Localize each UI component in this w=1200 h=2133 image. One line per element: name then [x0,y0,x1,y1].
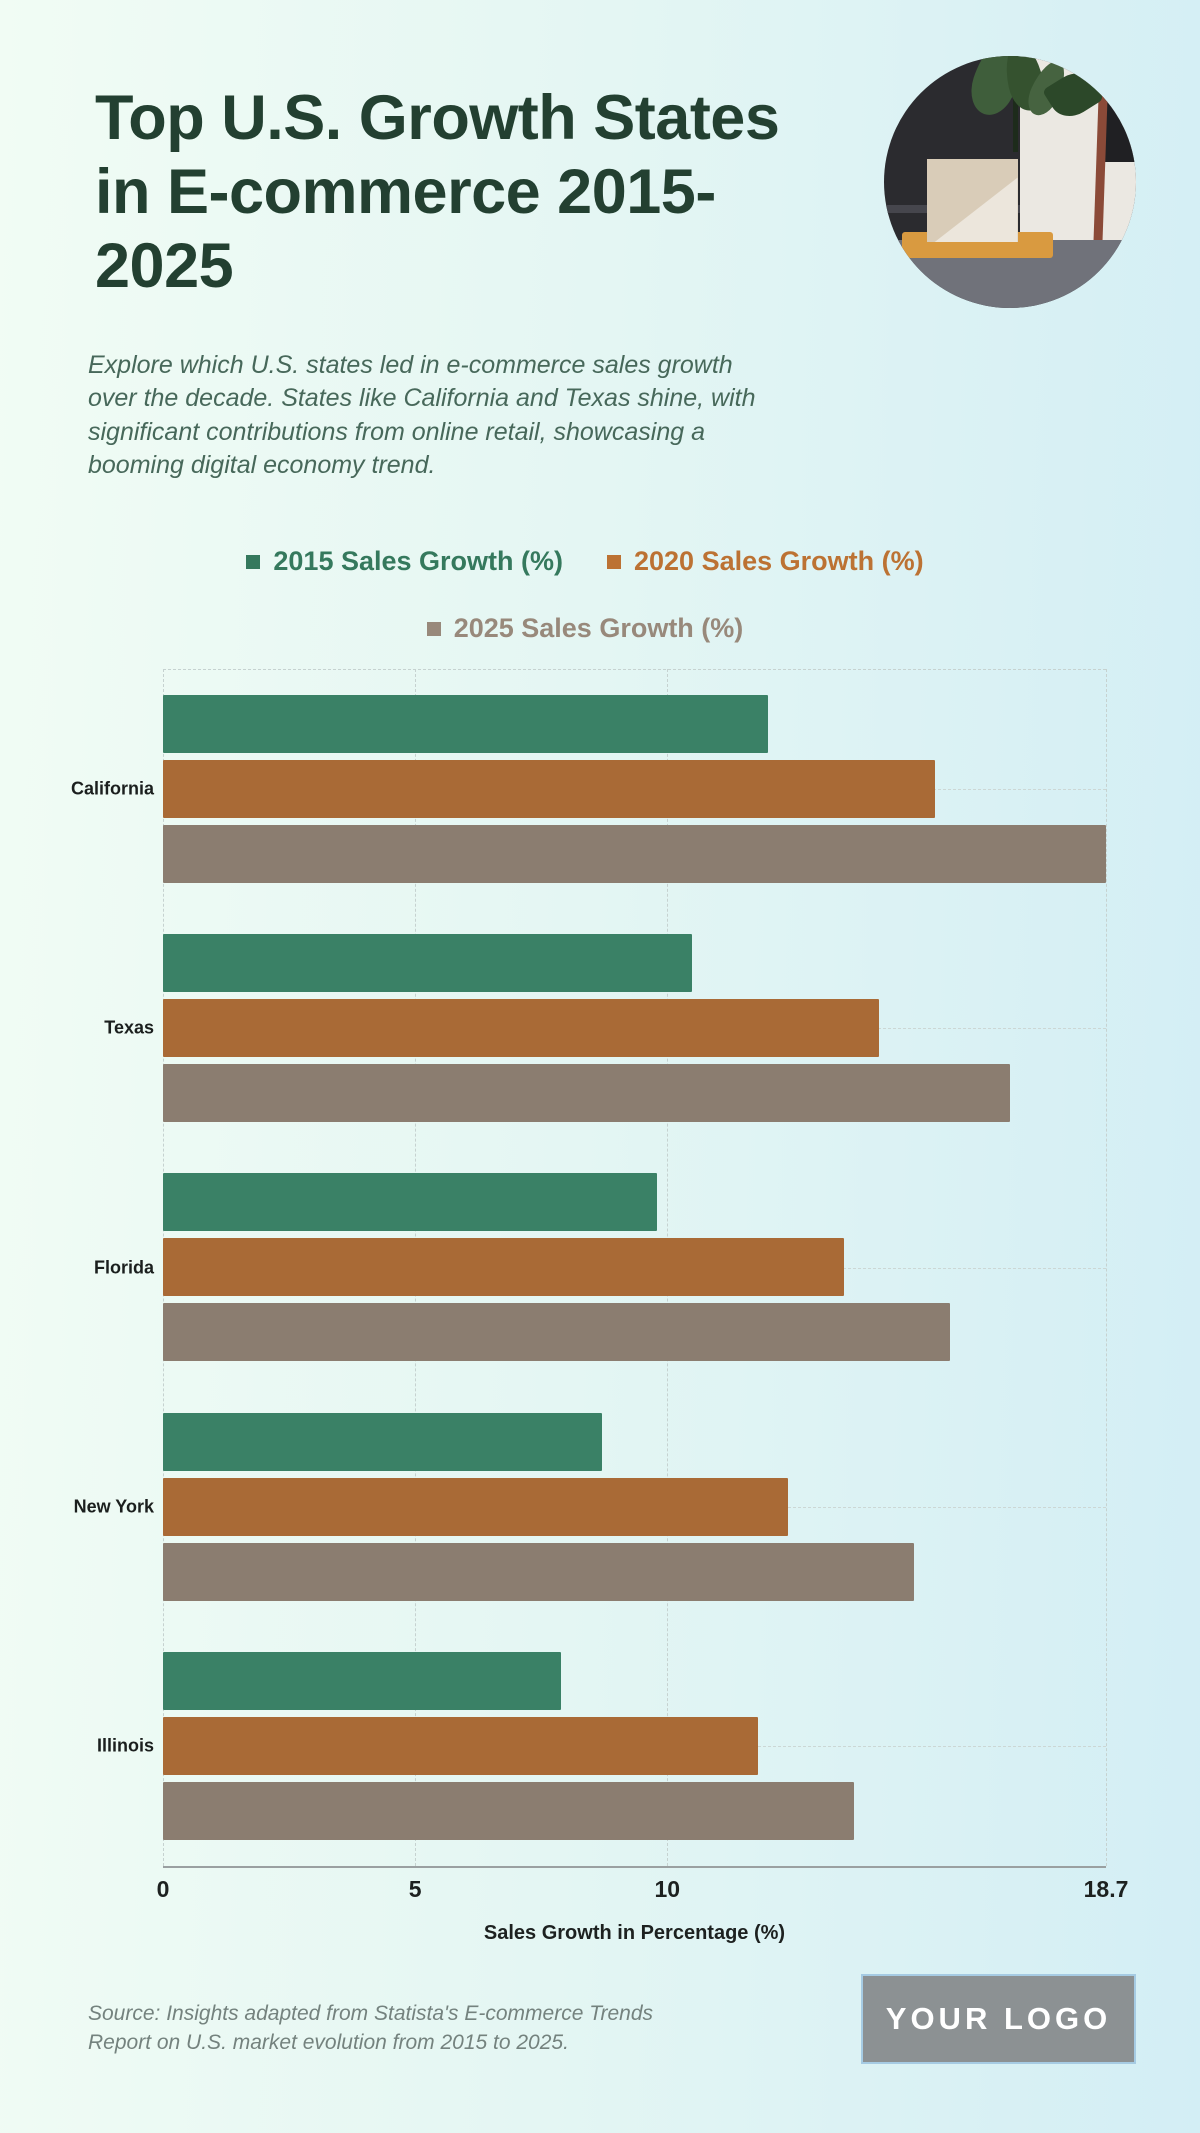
category-label-florida: Florida [93,1257,154,1277]
bar-california-2015 [163,694,769,753]
category-label-new-york: New York [73,1496,154,1517]
source-note-line: Source: Insights adapted from Statista's… [88,2002,654,2025]
page-title: Top U.S. Growth States in E-commerce 201… [95,82,915,303]
x-tick-5: 5 [408,1876,422,1902]
x-tick-0: 0 [156,1876,170,1902]
source-note: Source: Insights adapted from Statista's… [88,1999,688,2058]
category-label-illinois: Illinois [96,1735,154,1756]
bar-new-york-2025 [163,1542,915,1601]
category-label-texas: Texas [104,1017,154,1038]
description-line: over the decade. States like California … [88,384,756,413]
description-line: significant contributions from online re… [88,417,705,446]
legend-swatch-icon [426,621,441,636]
page-title-line: in E-commerce 2015- [95,156,716,227]
bar-illinois-2025 [163,1782,854,1841]
bar-group-illinois [163,1627,1106,1866]
legend-label: 2020 Sales Growth (%) [634,546,924,576]
bar-california-2025 [163,824,1106,883]
gridline-x-18.7 [1106,669,1107,1866]
x-axis-title: Sales Growth in Percentage (%) [483,1922,786,1944]
legend-label: 2015 Sales Growth (%) [273,546,563,576]
gridline-top [163,669,1106,670]
category-label-california: California [70,778,154,799]
legend-item-2015: 2015 Sales Growth (%) [246,546,563,577]
legend-label: 2025 Sales Growth (%) [453,613,744,643]
page-title-line: 2025 [95,230,234,301]
bar-texas-2015 [163,934,693,993]
bar-new-york-2020 [163,1477,789,1536]
description-line: Explore which U.S. states led in e-comme… [88,351,733,379]
bar-florida-2020 [163,1238,844,1297]
bar-new-york-2015 [163,1412,602,1471]
bar-group-florida [163,1148,1106,1387]
bar-florida-2025 [163,1303,950,1362]
hero-photo [884,56,1136,308]
bar-chart-plot-area [163,669,1107,1868]
bar-florida-2015 [163,1173,658,1232]
x-tick-18.7: 18.7 [1083,1876,1129,1902]
photo-plant-stem [1012,56,1018,152]
bar-texas-2020 [163,999,880,1058]
page-title-line: Top U.S. Growth States [95,83,780,154]
bar-group-new-york [163,1387,1106,1626]
legend-swatch-icon [246,554,261,569]
chart-legend: 2015 Sales Growth (%) 2020 Sales Growth (… [110,546,1060,644]
legend-item-2020: 2020 Sales Growth (%) [607,546,924,577]
photo-package-box [926,159,1018,243]
legend-swatch-icon [607,554,621,569]
legend-item-2025: 2025 Sales Growth (%) [426,613,744,644]
x-tick-10: 10 [654,1876,681,1902]
bar-illinois-2015 [163,1652,562,1711]
logo-placeholder: YOUR LOGO [861,1974,1136,2064]
bar-group-california [163,669,1106,908]
description-line: booming digital economy trend. [88,450,436,479]
source-note-line: Report on U.S. market evolution from 201… [88,2031,569,2055]
bar-group-texas [163,908,1106,1147]
bar-california-2020 [163,759,935,818]
description: Explore which U.S. states led in e-comme… [88,349,848,482]
bar-illinois-2020 [163,1717,759,1776]
bar-texas-2025 [163,1064,1011,1123]
